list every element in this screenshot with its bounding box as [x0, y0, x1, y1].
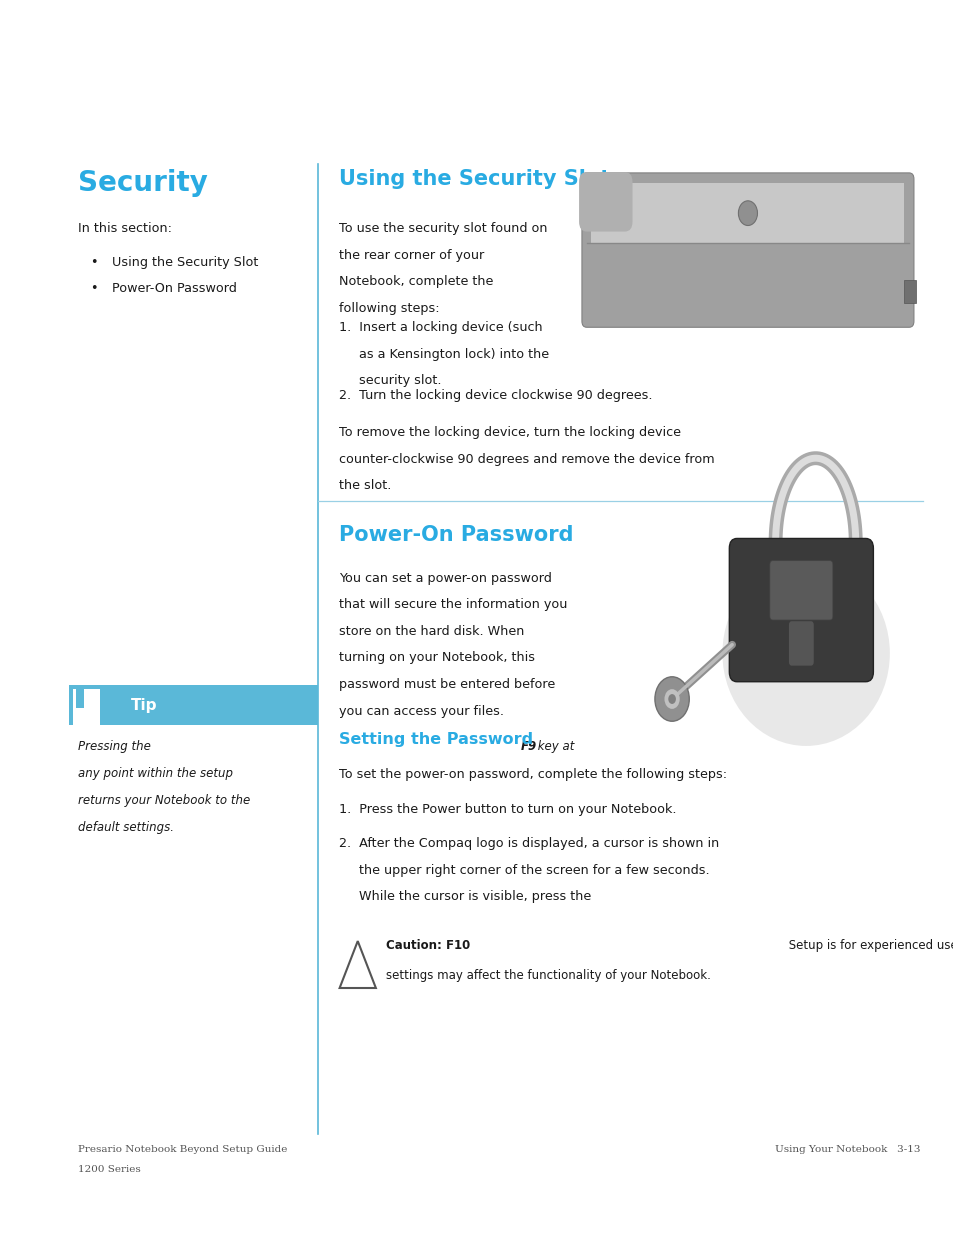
Text: following steps:: following steps: — [338, 303, 438, 315]
Text: returns your Notebook to the: returns your Notebook to the — [78, 794, 251, 808]
Text: Setup is for experienced users only. Changing: Setup is for experienced users only. Cha… — [784, 939, 953, 952]
Polygon shape — [339, 941, 375, 988]
Text: Notebook, complete the: Notebook, complete the — [338, 275, 493, 289]
Text: Using Your Notebook   3-13: Using Your Notebook 3-13 — [774, 1145, 920, 1153]
Text: Using the Security Slot: Using the Security Slot — [112, 256, 257, 269]
Text: •: • — [90, 282, 97, 295]
Text: any point within the setup: any point within the setup — [78, 767, 233, 781]
Text: Power-On Password: Power-On Password — [338, 525, 573, 545]
Text: To remove the locking device, turn the locking device: To remove the locking device, turn the l… — [338, 426, 679, 440]
FancyBboxPatch shape — [769, 561, 832, 620]
Text: default settings.: default settings. — [78, 821, 174, 835]
Text: turning on your Notebook, this: turning on your Notebook, this — [338, 652, 534, 664]
FancyBboxPatch shape — [581, 173, 913, 327]
Ellipse shape — [721, 561, 889, 746]
Text: the upper right corner of the screen for a few seconds.: the upper right corner of the screen for… — [338, 864, 708, 877]
FancyBboxPatch shape — [591, 183, 903, 243]
FancyBboxPatch shape — [76, 689, 84, 708]
FancyBboxPatch shape — [73, 689, 100, 731]
Text: security slot.: security slot. — [338, 374, 440, 388]
FancyBboxPatch shape — [578, 172, 632, 232]
Text: 2.  After the Compaq logo is displayed, a cursor is shown in: 2. After the Compaq logo is displayed, a… — [338, 837, 719, 851]
Text: Security: Security — [78, 169, 208, 198]
Text: key at: key at — [534, 740, 574, 753]
Circle shape — [738, 201, 757, 226]
Text: Pressing the: Pressing the — [78, 740, 154, 753]
Text: Power-On Password: Power-On Password — [112, 282, 236, 295]
Bar — [69, 685, 317, 725]
Text: F9: F9 — [520, 740, 537, 753]
Text: the rear corner of your: the rear corner of your — [338, 249, 483, 262]
Text: settings may affect the functionality of your Notebook.: settings may affect the functionality of… — [386, 968, 711, 982]
Circle shape — [667, 694, 675, 704]
Text: To use the security slot found on: To use the security slot found on — [338, 222, 547, 236]
Text: password must be entered before: password must be entered before — [338, 678, 555, 692]
Text: as a Kensington lock) into the: as a Kensington lock) into the — [338, 348, 548, 361]
Text: •: • — [90, 256, 97, 269]
Text: 1200 Series: 1200 Series — [78, 1165, 141, 1173]
Text: Using the Security Slot: Using the Security Slot — [338, 169, 609, 189]
Text: To set the power-on password, complete the following steps:: To set the power-on password, complete t… — [338, 768, 726, 782]
FancyBboxPatch shape — [788, 621, 813, 666]
Text: 2.  Turn the locking device clockwise 90 degrees.: 2. Turn the locking device clockwise 90 … — [338, 389, 652, 403]
Text: store on the hard disk. When: store on the hard disk. When — [338, 625, 523, 638]
Text: Presario Notebook Beyond Setup Guide: Presario Notebook Beyond Setup Guide — [78, 1145, 287, 1153]
Text: You can set a power-on password: You can set a power-on password — [338, 572, 551, 585]
Text: that will secure the information you: that will secure the information you — [338, 599, 566, 611]
FancyBboxPatch shape — [728, 538, 872, 682]
Bar — [903, 280, 915, 303]
Circle shape — [663, 689, 679, 709]
Text: 1.  Insert a locking device (such: 1. Insert a locking device (such — [338, 321, 541, 335]
Text: While the cursor is visible, press the: While the cursor is visible, press the — [338, 890, 595, 904]
Text: In this section:: In this section: — [78, 222, 172, 236]
Text: Caution: F10: Caution: F10 — [386, 939, 470, 952]
Text: the slot.: the slot. — [338, 479, 391, 493]
Text: Setting the Password: Setting the Password — [338, 732, 532, 747]
Text: 1.  Press the Power button to turn on your Notebook.: 1. Press the Power button to turn on you… — [338, 803, 676, 816]
Text: counter-clockwise 90 degrees and remove the device from: counter-clockwise 90 degrees and remove … — [338, 452, 714, 466]
Text: you can access your files.: you can access your files. — [338, 704, 503, 718]
Circle shape — [654, 677, 688, 721]
Text: Tip: Tip — [131, 698, 157, 713]
